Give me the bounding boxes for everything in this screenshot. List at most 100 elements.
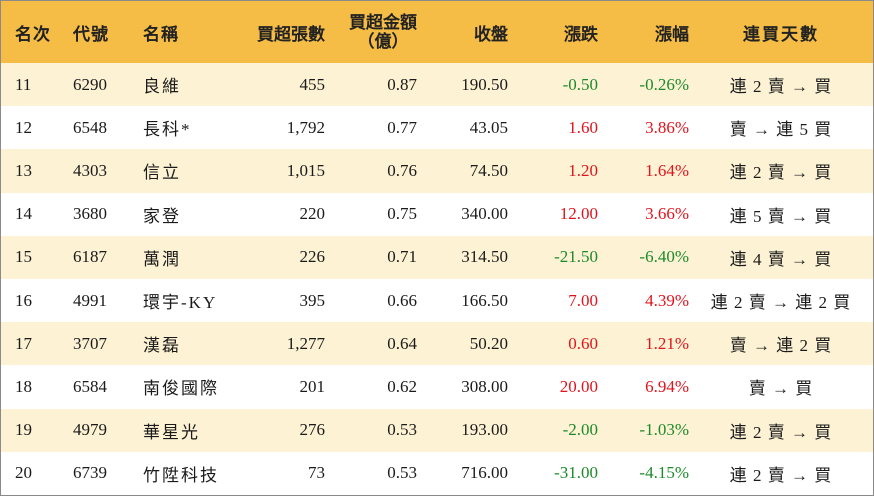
cell-code: 6739 xyxy=(73,463,107,483)
cell-close: 43.05 xyxy=(469,117,508,137)
cell-consecutive-days: 連 2 賣 → 買 xyxy=(729,465,833,485)
cell-net-buy-amount: 0.53 xyxy=(387,463,417,483)
cell-code: 3680 xyxy=(73,204,107,224)
cell-name: 良維 xyxy=(143,77,181,97)
header-net-buy-amount-unit: （億） xyxy=(357,32,409,51)
cell-consecutive-days: 連 5 賣 → 買 xyxy=(729,206,833,226)
cell-close: 308.00 xyxy=(461,376,508,396)
cell-net-buy-lots: 276 xyxy=(299,420,326,440)
cell-code: 6548 xyxy=(73,117,107,137)
cell-rank: 12 xyxy=(15,117,32,137)
cell-rank: 15 xyxy=(15,247,32,267)
cell-net-buy-lots: 455 xyxy=(299,74,326,94)
cell-code: 6290 xyxy=(73,74,107,94)
table-row: 19 4979 華星光 276 0.53 193.00 -2.00 -1.03% 連 2 賣 →… xyxy=(1,408,873,452)
cell-consecutive-days: 賣 → 連 5 買 xyxy=(729,120,833,140)
cell-code: 6187 xyxy=(73,247,107,267)
cell-change-pct: 1.64% xyxy=(645,160,689,180)
header-net-buy-lots: 買超張數 xyxy=(257,24,325,44)
cell-name: 南俊國際 xyxy=(143,379,219,399)
cell-net-buy-lots: 1,277 xyxy=(286,333,325,353)
cell-change: 20.00 xyxy=(559,376,598,396)
cell-name: 漢磊 xyxy=(143,336,181,356)
cell-rank: 17 xyxy=(15,333,32,353)
cell-consecutive-days: 連 2 賣 → 買 xyxy=(729,77,833,97)
cell-change-pct: 1.21% xyxy=(645,333,689,353)
cell-net-buy-amount: 0.71 xyxy=(387,247,417,267)
cell-change: 0.60 xyxy=(568,333,598,353)
header-net-buy-amount: 買超金額 （億） xyxy=(325,13,417,51)
header-close: 收盤 xyxy=(474,24,508,44)
cell-close: 340.00 xyxy=(461,204,508,224)
cell-change: -0.50 xyxy=(562,74,598,94)
cell-change: -21.50 xyxy=(554,247,598,267)
cell-net-buy-lots: 220 xyxy=(299,204,326,224)
table-row: 16 4991 環宇-KY 395 0.66 166.50 7.00 4.39% 連 2 賣 →… xyxy=(1,278,873,323)
header-consecutive-days: 連買天數 xyxy=(743,24,819,44)
cell-net-buy-amount: 0.76 xyxy=(387,160,417,180)
header-code: 代號 xyxy=(73,24,109,44)
cell-rank: 13 xyxy=(15,160,32,180)
header-rank: 名次 xyxy=(15,24,51,44)
cell-rank: 16 xyxy=(15,290,32,310)
cell-name: 竹陞科技 xyxy=(143,465,219,485)
cell-close: 50.20 xyxy=(469,333,508,353)
cell-name: 長科* xyxy=(143,120,192,140)
cell-close: 193.00 xyxy=(461,420,508,440)
table-row: 17 3707 漢磊 1,277 0.64 50.20 0.60 1.21% 賣 → 連 2 買 xyxy=(1,322,873,366)
cell-consecutive-days: 連 2 賣 → 連 2 買 xyxy=(710,293,852,313)
table-row: 13 4303 信立 1,015 0.76 74.50 1.20 1.64% 連 2 賣 → 買 xyxy=(1,149,873,193)
cell-code: 4303 xyxy=(73,160,107,180)
cell-close: 190.50 xyxy=(461,74,508,94)
cell-change: 12.00 xyxy=(559,204,598,224)
table-row: 12 6548 長科* 1,792 0.77 43.05 1.60 3.86% 賣 → 連 5 … xyxy=(1,106,873,150)
cell-consecutive-days: 連 4 賣 → 買 xyxy=(729,249,833,269)
table-row: 14 3680 家登 220 0.75 340.00 12.00 3.66% 連 5 賣 → 買 xyxy=(1,192,873,236)
cell-close: 166.50 xyxy=(461,290,508,310)
table-row: 15 6187 萬潤 226 0.71 314.50 -21.50 -6.40% 連 4 賣 →… xyxy=(1,235,873,279)
cell-net-buy-amount: 0.53 xyxy=(387,420,417,440)
cell-rank: 18 xyxy=(15,376,32,396)
table-header: 名次 代號 名稱 買超張數 買超金額 （億） 收盤 漲跌 漲幅 連買天數 xyxy=(1,1,873,63)
cell-net-buy-amount: 0.75 xyxy=(387,204,417,224)
cell-net-buy-amount: 0.64 xyxy=(387,333,417,353)
cell-net-buy-lots: 1,015 xyxy=(286,160,325,180)
cell-rank: 20 xyxy=(15,463,32,483)
cell-net-buy-lots: 1,792 xyxy=(286,117,325,137)
cell-consecutive-days: 賣 → 買 xyxy=(748,379,814,399)
table-row: 20 6739 竹陞科技 73 0.53 716.00 -31.00 -4.15% 連 2 賣 … xyxy=(1,451,873,495)
cell-rank: 14 xyxy=(15,204,32,224)
cell-net-buy-amount: 0.77 xyxy=(387,117,417,137)
cell-net-buy-lots: 73 xyxy=(308,463,325,483)
cell-name: 華星光 xyxy=(143,422,200,442)
cell-net-buy-lots: 395 xyxy=(299,290,326,310)
header-net-buy-amount-line1: 買超金額 xyxy=(349,13,417,32)
cell-change-pct: -6.40% xyxy=(639,247,689,267)
table-row: 11 6290 良維 455 0.87 190.50 -0.50 -0.26% 連 2 賣 → … xyxy=(1,63,873,107)
cell-change: 1.20 xyxy=(568,160,598,180)
cell-net-buy-lots: 226 xyxy=(299,247,326,267)
cell-close: 314.50 xyxy=(461,247,508,267)
cell-close: 716.00 xyxy=(461,463,508,483)
cell-change: -2.00 xyxy=(562,420,598,440)
cell-net-buy-lots: 201 xyxy=(299,376,326,396)
cell-rank: 11 xyxy=(15,74,32,94)
cell-name: 萬潤 xyxy=(143,249,181,269)
table-body: 11 6290 良維 455 0.87 190.50 -0.50 -0.26% 連 2 賣 → … xyxy=(1,63,873,495)
header-change-pct: 漲幅 xyxy=(655,24,689,44)
cell-code: 4979 xyxy=(73,420,107,440)
cell-code: 3707 xyxy=(73,333,107,353)
header-change: 漲跌 xyxy=(564,24,598,44)
cell-name: 家登 xyxy=(143,206,181,226)
cell-code: 4991 xyxy=(73,290,107,310)
cell-change: -31.00 xyxy=(554,463,598,483)
table-row: 18 6584 南俊國際 201 0.62 308.00 20.00 6.94% 賣 → 買 xyxy=(1,365,873,409)
cell-net-buy-amount: 0.87 xyxy=(387,74,417,94)
cell-close: 74.50 xyxy=(469,160,508,180)
cell-name: 環宇-KY xyxy=(143,293,218,313)
cell-code: 6584 xyxy=(73,376,107,396)
cell-change: 7.00 xyxy=(568,290,598,310)
cell-change-pct: -1.03% xyxy=(639,420,689,440)
cell-change-pct: 4.39% xyxy=(645,290,689,310)
cell-consecutive-days: 賣 → 連 2 買 xyxy=(729,336,833,356)
